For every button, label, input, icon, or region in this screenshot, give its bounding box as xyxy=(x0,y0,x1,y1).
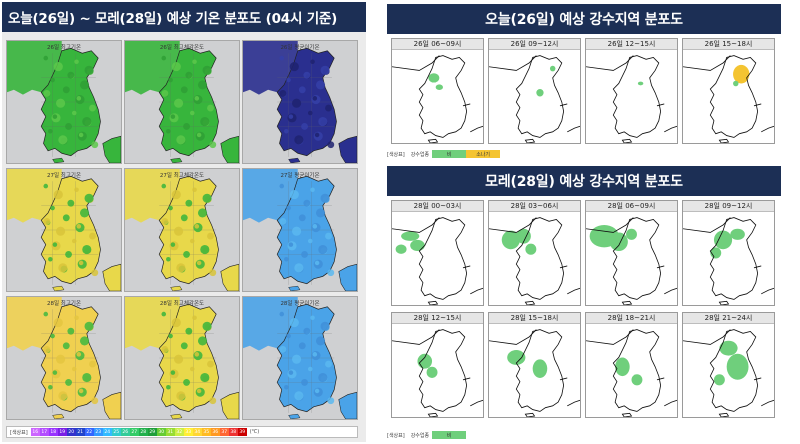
legend-swatch: 21 xyxy=(75,428,85,436)
legend-swatch: 34 xyxy=(192,428,202,436)
legend-title: [색상표] xyxy=(387,432,405,439)
legend-swatch: 32 xyxy=(174,428,184,436)
temperature-panel: 오늘(26일) ~ 모레(28일) 예상 기온 분포도 (04시 기준) 26일… xyxy=(2,2,366,442)
precip-map-label: 28일 21~24시 xyxy=(683,313,774,324)
legend-title: [색상표] xyxy=(387,151,405,158)
temperature-map-cell: 27일 최고체감온도 xyxy=(124,168,240,292)
korea-map-image xyxy=(7,41,121,163)
temperature-map-label: 27일 평균이기온 xyxy=(280,173,320,179)
precip-map-cell: 28일 12~15시 xyxy=(391,312,484,418)
korea-map-image xyxy=(7,169,121,291)
precip-map-label: 28일 15~18시 xyxy=(489,313,580,324)
precip-map-cell: 28일 21~24시 xyxy=(682,312,775,418)
legend-swatch: 36 xyxy=(210,428,220,436)
precip-map-cell: 26일 09~12시 xyxy=(488,38,581,144)
temperature-map-cell: 28일 평균이기온 xyxy=(242,296,358,420)
legend-swatch: 27 xyxy=(129,428,139,436)
temperature-map-label: 26일 평균이기온 xyxy=(280,45,320,51)
precip-today-title: 오늘(26일) 예상 강수지역 분포도 xyxy=(387,4,781,34)
korea-map-image xyxy=(125,297,239,419)
legend-swatch: 18 xyxy=(48,428,58,436)
temperature-map-label: 26일 최고기온 xyxy=(46,45,82,51)
legend-unit: (℃) xyxy=(249,429,260,435)
temperature-legend: [색상표] 16 17 18 19 20 21 22 23 24 25 26 27 28 29 30 31 32… xyxy=(6,426,358,438)
legend-swatch: 33 xyxy=(183,428,193,436)
legend-swatch: 37 xyxy=(219,428,229,436)
precip-map-cell: 26일 06~09시 xyxy=(391,38,484,144)
precip-2day-panel: 모레(28일) 예상 강수지역 분포도 28일 00~03시 28일 03~06… xyxy=(387,166,781,442)
korea-map-image xyxy=(125,41,239,163)
temperature-map-label: 28일 평균이기온 xyxy=(280,301,320,307)
temperature-map-label: 27일 최고체감온도 xyxy=(159,173,205,179)
precip-map-label: 26일 12~15시 xyxy=(586,39,677,50)
temperature-panel-title: 오늘(26일) ~ 모레(28일) 예상 기온 분포도 (04시 기준) xyxy=(2,2,366,32)
legend-type-label: 강수업종 xyxy=(410,151,430,158)
precip-map-cell: 28일 00~03시 xyxy=(391,200,484,306)
temperature-map-label: 28일 최고체감온도 xyxy=(159,301,205,307)
precip-map-cell: 28일 06~09시 xyxy=(585,200,678,306)
precip-map-cell: 28일 09~12시 xyxy=(682,200,775,306)
legend-swatch: 26 xyxy=(120,428,130,436)
legend-swatch: 17 xyxy=(39,428,49,436)
temperature-map-label: 28일 최고기온 xyxy=(46,301,82,307)
korea-map-image xyxy=(7,297,121,419)
legend-swatch: 25 xyxy=(111,428,121,436)
legend-swatch: 30 xyxy=(156,428,166,436)
precip-map-label: 26일 09~12시 xyxy=(489,39,580,50)
temperature-map-cell: 28일 최고기온 xyxy=(6,296,122,420)
precip-map-cell: 28일 15~18시 xyxy=(488,312,581,418)
precip-map-label: 28일 18~21시 xyxy=(586,313,677,324)
korea-map-image xyxy=(125,169,239,291)
precip-map-label: 28일 06~09시 xyxy=(586,201,677,212)
korea-map-image xyxy=(243,41,357,163)
legend-swatch: 31 xyxy=(165,428,175,436)
legend-swatch: 24 xyxy=(102,428,112,436)
legend-type-label: 강수업종 xyxy=(410,432,430,439)
legend-swatch: 38 xyxy=(228,428,238,436)
korea-map-image xyxy=(243,169,357,291)
precip-today-legend: [색상표] 강수업종 비 소나기 xyxy=(387,149,501,159)
legend-title: [색상표] xyxy=(10,429,28,436)
precip-map-label: 28일 12~15시 xyxy=(392,313,483,324)
precip-map-cell: 28일 18~21시 xyxy=(585,312,678,418)
legend-swatch: 22 xyxy=(84,428,94,436)
precip-map-cell: 28일 03~06시 xyxy=(488,200,581,306)
precip-map-cell: 26일 12~15시 xyxy=(585,38,678,144)
legend-swatch: 35 xyxy=(201,428,211,436)
precip-2day-title: 모레(28일) 예상 강수지역 분포도 xyxy=(387,166,781,196)
temperature-map-cell: 26일 평균이기온 xyxy=(242,40,358,164)
temperature-map-label: 27일 최고기온 xyxy=(46,173,82,179)
temperature-map-cell: 27일 평균이기온 xyxy=(242,168,358,292)
precip-map-label: 28일 03~06시 xyxy=(489,201,580,212)
precip-2day-legend: [색상표] 강수업종 비 xyxy=(387,430,467,440)
legend-swatch: 29 xyxy=(147,428,157,436)
temperature-map-cell: 26일 최고기온 xyxy=(6,40,122,164)
legend-swatches: 16 17 18 19 20 21 22 23 24 25 26 27 28 29 30 31 32 33 34 35… xyxy=(30,428,247,436)
legend-rain-swatch: 비 xyxy=(432,431,467,439)
precip-map-cell: 26일 15~18시 xyxy=(682,38,775,144)
legend-shower-swatch: 소나기 xyxy=(466,150,501,158)
precip-map-label: 26일 06~09시 xyxy=(392,39,483,50)
legend-swatch: 20 xyxy=(66,428,76,436)
legend-swatch: 23 xyxy=(93,428,103,436)
legend-swatch: 19 xyxy=(57,428,67,436)
legend-swatch: 28 xyxy=(138,428,148,436)
legend-swatch: 39 xyxy=(237,428,247,436)
precip-map-label: 28일 09~12시 xyxy=(683,201,774,212)
korea-map-image xyxy=(243,297,357,419)
temperature-map-label: 26일 최고체감온도 xyxy=(159,45,205,51)
precip-map-label: 28일 00~03시 xyxy=(392,201,483,212)
legend-swatch: 16 xyxy=(30,428,40,436)
temperature-map-cell: 27일 최고기온 xyxy=(6,168,122,292)
precip-today-panel: 오늘(26일) 예상 강수지역 분포도 26일 06~09시 26일 09~12… xyxy=(387,4,781,160)
legend-rain-swatch: 비 xyxy=(432,150,467,158)
temperature-map-cell: 26일 최고체감온도 xyxy=(124,40,240,164)
precip-map-label: 26일 15~18시 xyxy=(683,39,774,50)
temperature-map-cell: 28일 최고체감온도 xyxy=(124,296,240,420)
